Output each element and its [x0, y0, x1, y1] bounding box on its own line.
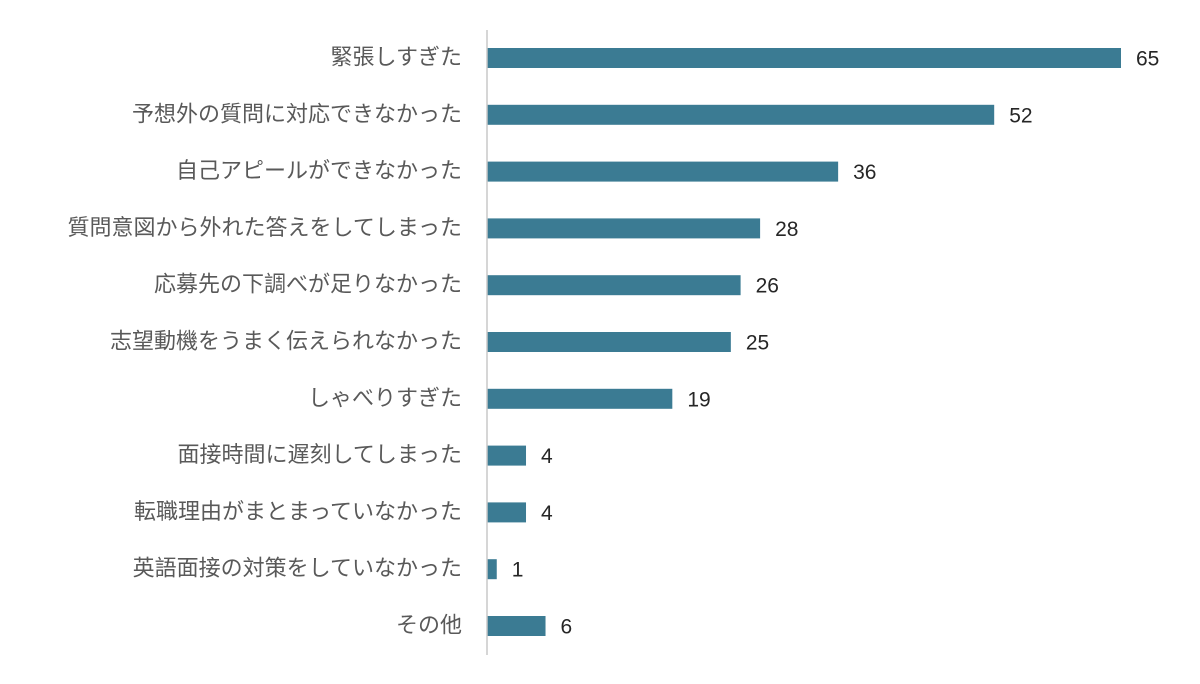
category-label: 質問意図から外れた答えをしてしまった: [68, 216, 462, 241]
category-label: しゃべりすぎた: [308, 386, 462, 411]
bar: [487, 502, 527, 523]
category-label: 自己アピールができなかった: [176, 159, 462, 184]
category-label: 面接時間に遅刻してしまった: [178, 443, 462, 468]
category-label: 応募先の下調べが足りなかった: [154, 273, 462, 298]
value-labels-group: 65 52 36 28 26 25 19 4 4 1 6: [512, 48, 1160, 639]
bar: [487, 275, 741, 296]
bar: [487, 559, 497, 580]
value-label: 25: [746, 332, 769, 355]
value-label: 1: [512, 559, 524, 582]
value-label: 36: [853, 161, 876, 184]
category-label: その他: [396, 614, 462, 639]
category-label: 緊張しすぎた: [330, 46, 462, 71]
value-label: 52: [1009, 104, 1032, 127]
bar: [487, 445, 527, 466]
value-label: 6: [561, 616, 573, 639]
category-labels-group: 緊張しすぎた予想外の質問に対応できなかった自己アピールができなかった質問意図から…: [68, 46, 462, 639]
bar: [487, 104, 995, 125]
category-label: 転職理由がまとまっていなかった: [134, 500, 462, 525]
value-label: 4: [541, 502, 553, 525]
value-label: 28: [775, 218, 798, 241]
value-label: 65: [1136, 48, 1159, 71]
bar: [487, 332, 731, 352]
bars-group: [487, 48, 1121, 636]
bar: [487, 218, 761, 239]
value-label: 19: [687, 388, 710, 411]
bar: [487, 48, 1121, 68]
value-label: 26: [756, 275, 779, 298]
bar: [487, 616, 546, 636]
value-label: 4: [541, 445, 553, 468]
bar: [487, 388, 673, 409]
category-label: 英語面接の対策をしていなかった: [133, 557, 462, 582]
category-label: 志望動機をうまく伝えられなかった: [110, 330, 462, 355]
category-label: 予想外の質問に対応できなかった: [132, 102, 462, 127]
bar: [487, 161, 839, 182]
